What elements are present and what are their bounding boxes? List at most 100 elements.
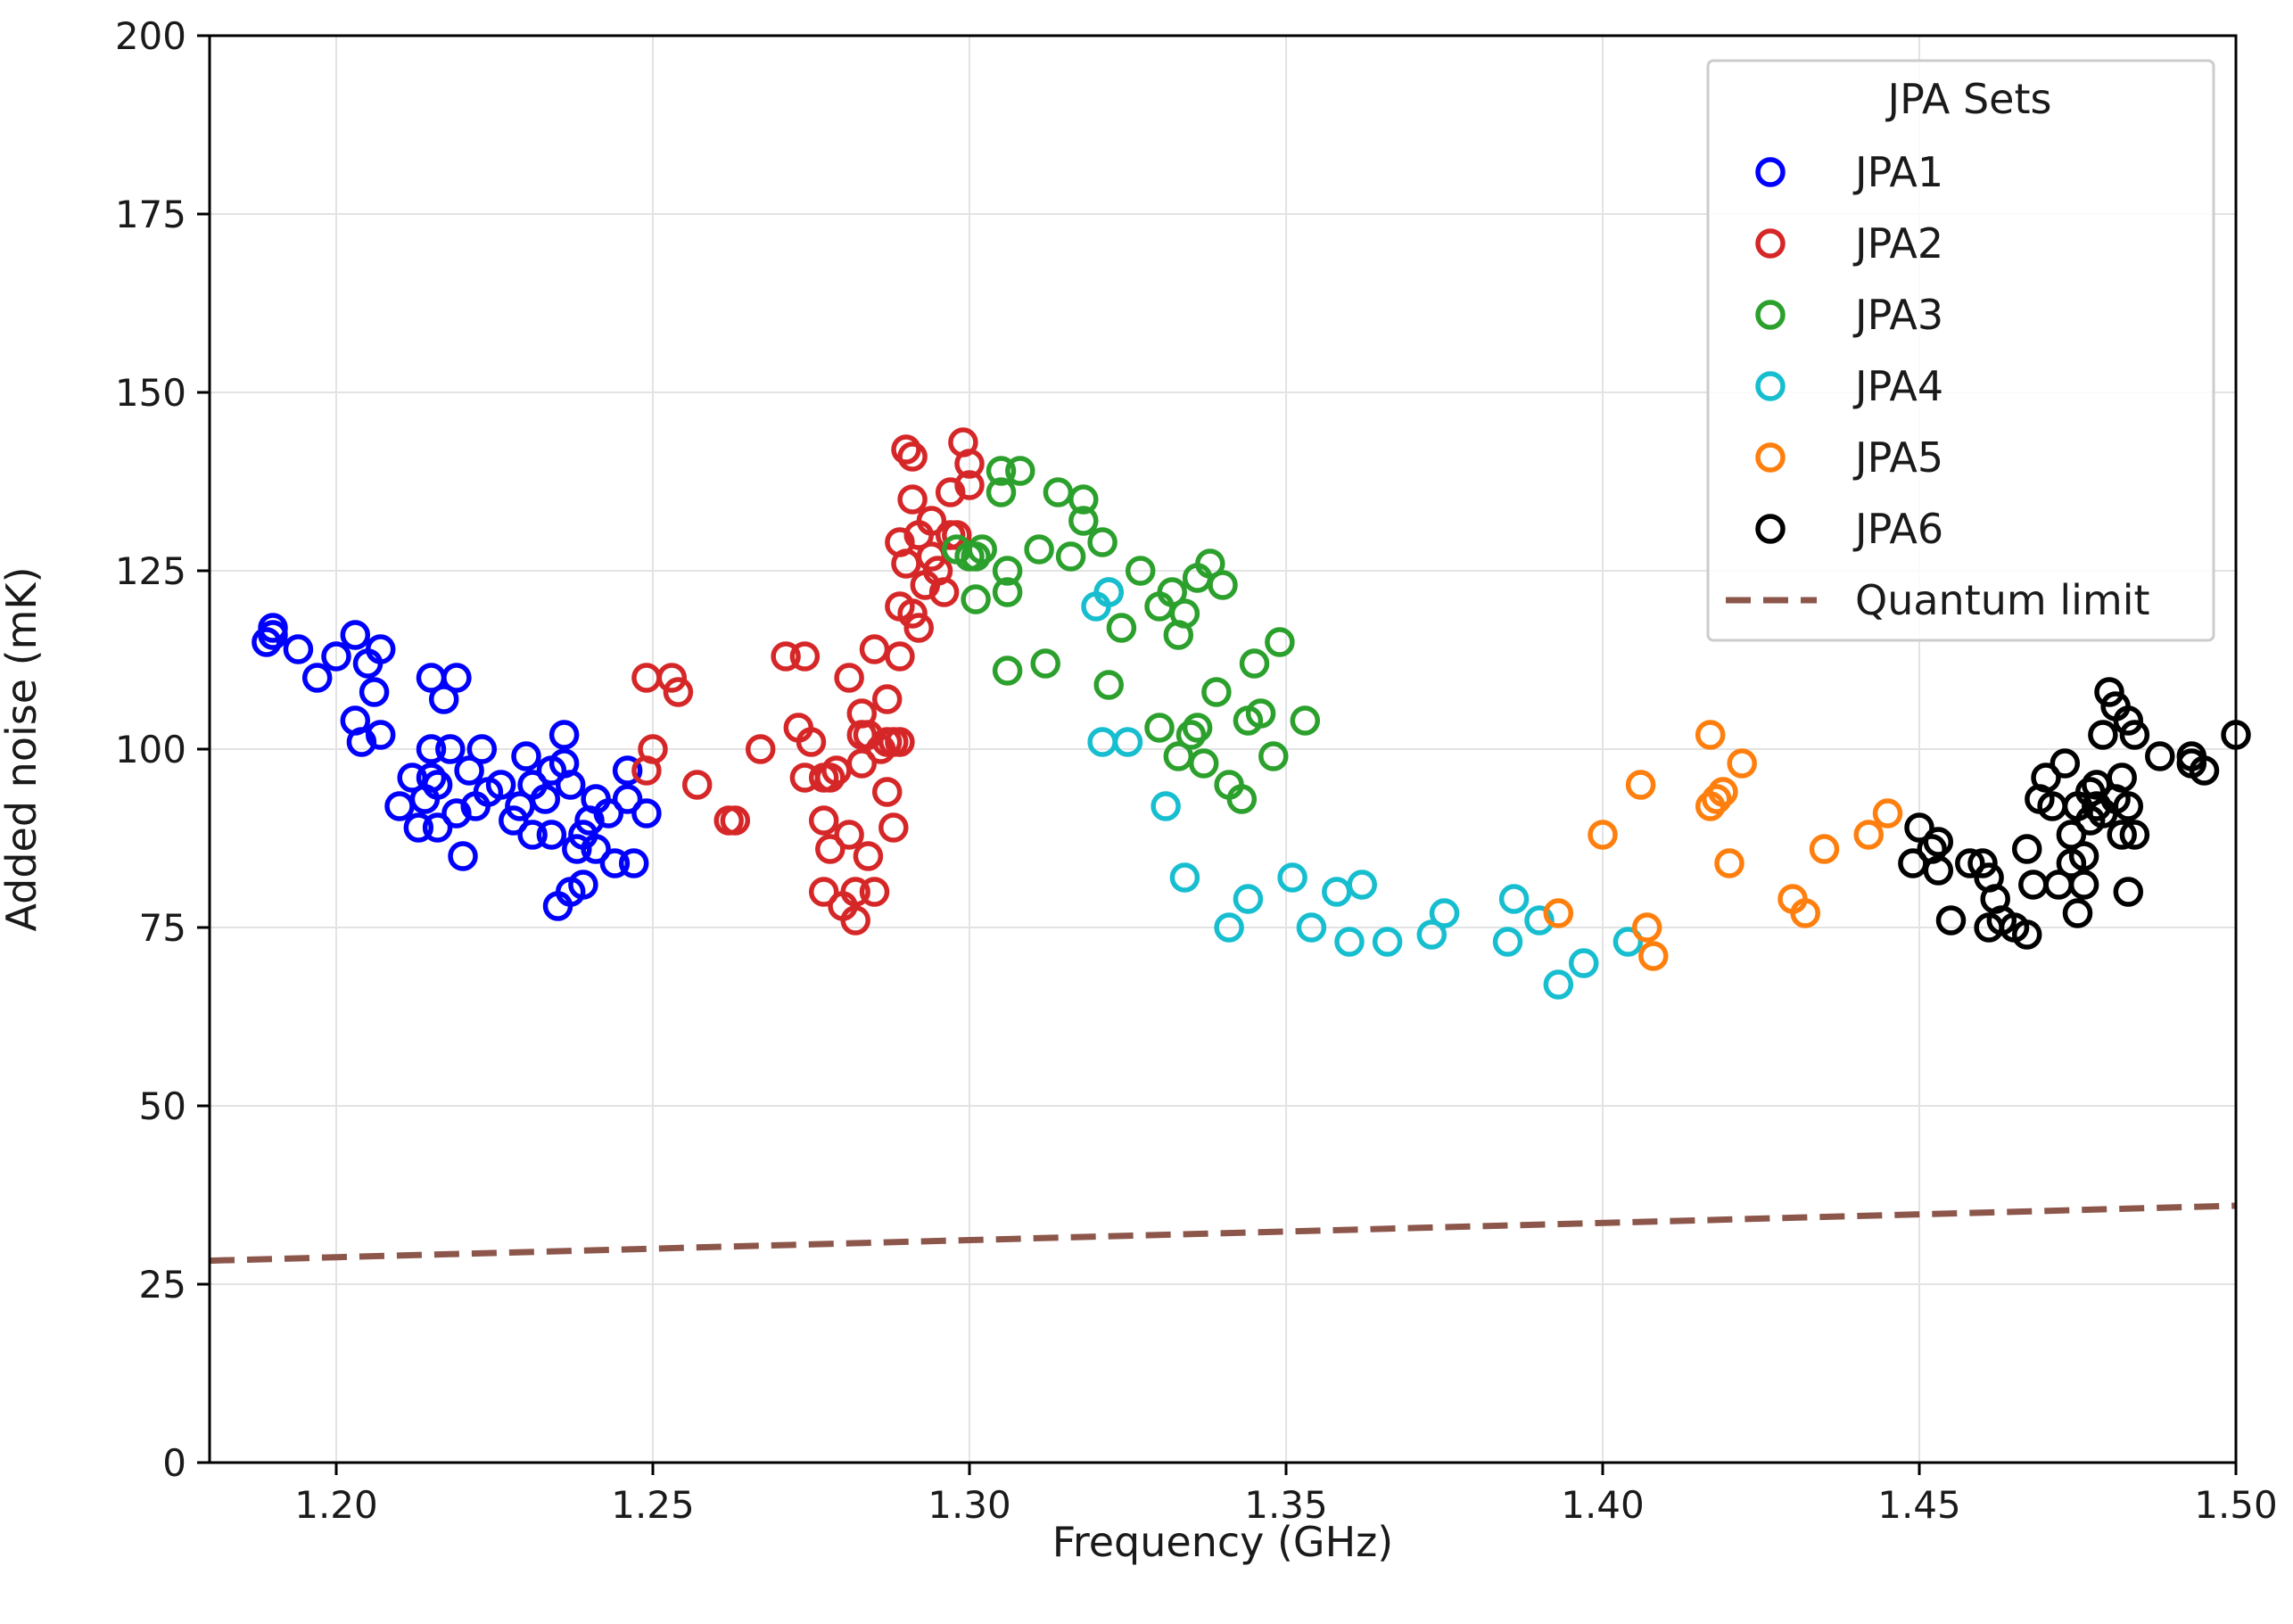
x-tick-label: 1.35 xyxy=(1244,1483,1328,1527)
data-point xyxy=(1347,870,1377,900)
data-point xyxy=(283,634,314,664)
data-point xyxy=(1106,613,1137,643)
data-point xyxy=(1258,741,1289,771)
y-tick-label: 150 xyxy=(115,371,186,415)
data-point xyxy=(916,506,947,536)
data-point xyxy=(1112,727,1143,757)
legend-label: JPA1 xyxy=(1852,148,1943,196)
data-point xyxy=(2094,677,2124,707)
legend-marker xyxy=(1755,300,1786,330)
data-point xyxy=(961,584,991,614)
data-point xyxy=(1068,506,1099,536)
data-point xyxy=(871,777,903,807)
data-point xyxy=(720,805,751,836)
y-tick-label: 50 xyxy=(139,1084,186,1128)
data-point xyxy=(1853,820,1884,850)
data-point xyxy=(1923,855,1954,886)
data-point xyxy=(815,763,845,793)
x-tick-label: 1.45 xyxy=(1877,1483,1961,1527)
legend-marker xyxy=(1755,157,1786,187)
data-point xyxy=(1372,927,1403,957)
x-tick-label: 1.40 xyxy=(1561,1483,1645,1527)
data-point xyxy=(840,877,870,907)
data-point xyxy=(252,627,282,657)
data-point xyxy=(771,641,801,672)
legend-label: Quantum limit xyxy=(1855,576,2150,624)
data-point xyxy=(485,770,516,800)
data-point xyxy=(1809,834,1840,864)
series-jpa4 xyxy=(1081,577,1644,1000)
data-point xyxy=(961,541,991,572)
data-point xyxy=(1904,812,1934,843)
data-point xyxy=(549,720,580,750)
data-point xyxy=(2031,763,2061,793)
data-point xyxy=(928,577,960,607)
data-point xyxy=(581,834,611,864)
data-point xyxy=(422,812,453,843)
data-point xyxy=(1543,969,1574,1000)
x-tick-label: 1.30 xyxy=(928,1483,1011,1527)
data-point xyxy=(2189,755,2220,786)
x-tick-label: 1.25 xyxy=(611,1483,695,1527)
data-point xyxy=(1188,748,1219,779)
data-point xyxy=(942,520,972,550)
data-point xyxy=(2113,877,2144,907)
data-point xyxy=(954,449,985,479)
data-point xyxy=(1290,705,1321,736)
legend-entry: JPA4 xyxy=(1755,362,1943,410)
data-point xyxy=(1872,798,1903,828)
data-point xyxy=(789,641,821,672)
legend-entry: Quantum limit xyxy=(1726,576,2150,624)
legend-label: JPA6 xyxy=(1852,505,1943,553)
data-point xyxy=(1935,905,1967,936)
data-point xyxy=(1638,941,1669,971)
data-point xyxy=(1030,648,1060,679)
data-point xyxy=(885,727,915,757)
data-point xyxy=(853,841,884,871)
data-point xyxy=(340,620,371,650)
data-point xyxy=(1208,570,1238,600)
data-point xyxy=(1157,577,1187,607)
data-point xyxy=(1702,784,1732,814)
y-tick-label: 0 xyxy=(162,1441,186,1485)
data-point xyxy=(897,484,928,515)
data-point xyxy=(1708,777,1738,807)
legend-marker xyxy=(1755,371,1786,401)
series-jpa2 xyxy=(631,427,985,936)
data-point xyxy=(1144,713,1175,743)
data-point xyxy=(935,477,966,507)
data-point xyxy=(1588,820,1618,850)
data-point xyxy=(1334,927,1365,957)
y-axis-title: Added noise (mK) xyxy=(0,566,45,931)
data-point xyxy=(2011,919,2042,950)
data-point xyxy=(441,663,472,693)
data-point xyxy=(885,641,915,672)
data-point xyxy=(992,655,1023,686)
data-point xyxy=(631,798,662,828)
data-point xyxy=(599,848,631,878)
data-point xyxy=(1524,905,1555,936)
data-point xyxy=(1790,898,1820,928)
data-point xyxy=(1093,577,1124,607)
series-jpa1 xyxy=(252,613,662,921)
data-point xyxy=(1005,456,1035,486)
data-point xyxy=(1233,884,1264,914)
data-point xyxy=(1068,484,1099,515)
data-point xyxy=(815,834,845,864)
y-tick-label: 200 xyxy=(115,14,186,58)
data-point xyxy=(2113,705,2144,736)
legend: JPA Sets JPA1 JPA2 JPA3 JPA4 JPA5 JPA6 Quantum… xyxy=(1706,59,2215,642)
data-point xyxy=(1087,527,1118,557)
data-point xyxy=(2082,791,2112,821)
y-tick-label: 100 xyxy=(115,728,186,771)
data-point xyxy=(986,456,1017,486)
data-point xyxy=(1631,912,1662,943)
data-point xyxy=(2088,720,2118,750)
data-point xyxy=(1265,627,1295,657)
data-point xyxy=(536,820,567,850)
data-point xyxy=(530,784,561,814)
legend-label: JPA3 xyxy=(1852,291,1943,339)
data-point xyxy=(448,841,478,871)
data-point xyxy=(1277,862,1307,893)
